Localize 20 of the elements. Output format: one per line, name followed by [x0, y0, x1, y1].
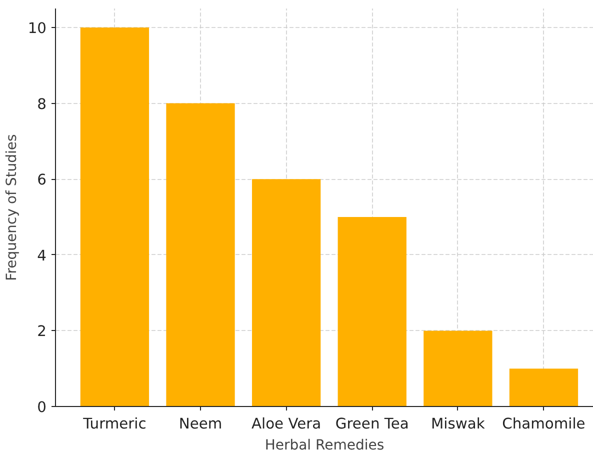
x-tick-label: Aloe Vera	[251, 416, 322, 432]
x-tick-label: Green Tea	[335, 416, 409, 432]
y-tick-label: 6	[37, 172, 47, 189]
bar	[166, 103, 235, 406]
y-tick-label: 10	[28, 20, 47, 37]
x-tick-label: Miswak	[431, 416, 486, 432]
bar	[80, 27, 150, 406]
y-tick-label: 2	[37, 323, 47, 340]
x-tick-label: Neem	[178, 416, 222, 432]
bar	[338, 216, 406, 406]
y-tick-label: 4	[37, 247, 47, 264]
bar	[252, 179, 321, 406]
bar	[509, 368, 578, 406]
bar	[424, 330, 492, 406]
x-axis-title: Herbal Remedies	[264, 438, 384, 454]
x-tick-label: Chamomile	[502, 416, 586, 432]
x-tick-label: Turmeric	[82, 416, 146, 432]
y-tick-label: 0	[37, 399, 47, 416]
y-tick-label: 8	[37, 96, 47, 113]
y-axis-title: Frequency of Studies	[4, 134, 20, 281]
